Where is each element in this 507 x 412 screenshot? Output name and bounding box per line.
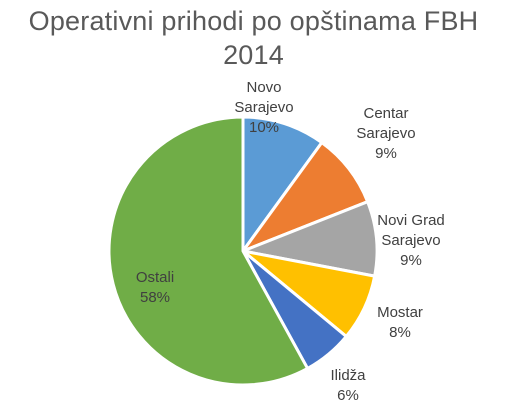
- slice-label-ostali: Ostali 58%: [136, 269, 174, 306]
- chart-title-line-2: 2014: [223, 40, 284, 70]
- slice-category-label: Mostar: [377, 304, 423, 321]
- slice-category-label: Centar: [363, 105, 408, 122]
- slice-value-label: 9%: [375, 145, 397, 162]
- slice-category-label: Sarajevo: [381, 232, 440, 249]
- slice-value-label: 58%: [140, 289, 170, 306]
- slice-category-label: Sarajevo: [234, 99, 293, 116]
- slice-category-label: Novi Grad: [377, 212, 445, 229]
- chart-title-line-1: Operativni prihodi po opštinama FBH: [28, 6, 479, 36]
- slice-value-label: 10%: [249, 119, 279, 136]
- slice-category-label: Sarajevo: [356, 125, 415, 142]
- pie-slice-novo-sarajevo: [241, 115, 324, 253]
- slice-category-label: Ilidža: [330, 367, 366, 384]
- pie-slice-ostali: [107, 115, 310, 387]
- slice-value-label: 8%: [389, 324, 411, 341]
- slice-value-label: 9%: [400, 252, 422, 269]
- slice-label-novi-grad-sarajevo: Novi Grad Sarajevo 9%: [377, 212, 445, 269]
- slice-label-centar-sarajevo: Centar Sarajevo 9%: [356, 105, 415, 162]
- slice-label-novo-sarajevo: Novo Sarajevo 10%: [234, 79, 293, 136]
- slice-category-label: Ostali: [136, 269, 174, 286]
- slice-label-mostar: Mostar 8%: [377, 304, 423, 341]
- slice-category-label: Novo: [246, 79, 281, 96]
- slice-value-label: 6%: [337, 387, 359, 404]
- slice-label-ilidza: Ilidža 6%: [330, 367, 366, 404]
